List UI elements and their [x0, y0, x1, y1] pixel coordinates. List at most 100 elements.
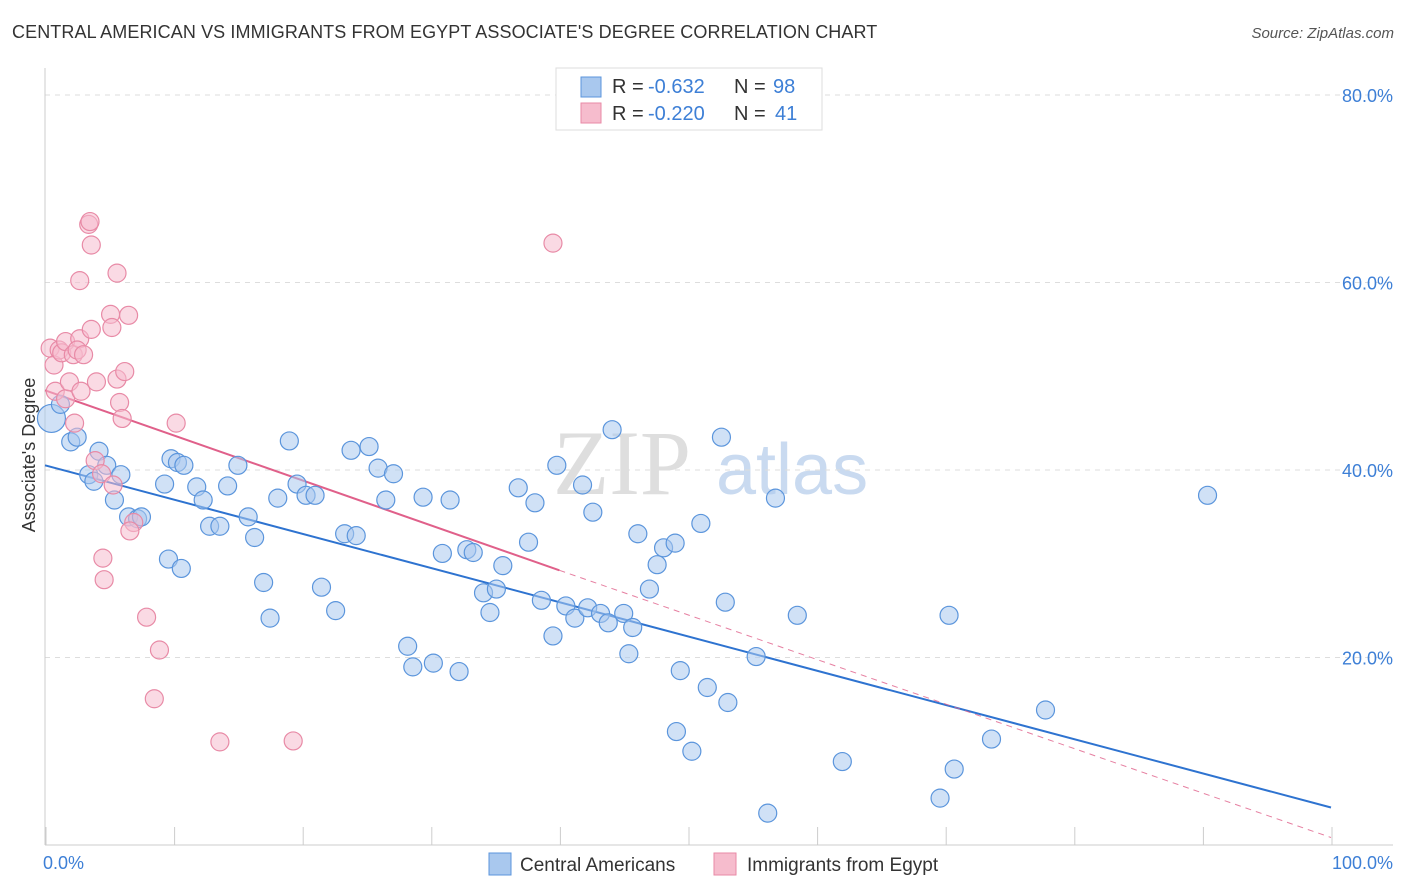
- data-point: [359, 436, 379, 457]
- y-tick-label: 40.0%: [1342, 461, 1393, 481]
- data-point: [158, 549, 179, 569]
- data-point: [449, 661, 469, 682]
- data-point: [486, 579, 506, 599]
- legend-swatch-pink: [580, 102, 602, 124]
- data-point: [711, 427, 732, 447]
- data-point: [268, 488, 288, 508]
- watermark-atlas: atlas: [716, 430, 868, 510]
- correlation-legend: R = -0.632 N = 98 R = -0.220 N = 41: [555, 67, 823, 131]
- axes: [44, 68, 1393, 846]
- data-point: [120, 521, 140, 541]
- legend-n-value-1: 98: [773, 76, 795, 98]
- data-point: [508, 478, 528, 498]
- data-point: [440, 490, 460, 510]
- data-point: [619, 644, 639, 664]
- data-point: [80, 211, 100, 232]
- data-point: [543, 626, 563, 646]
- data-point: [254, 572, 274, 593]
- y-tick-label: 60.0%: [1342, 274, 1393, 294]
- data-point: [647, 555, 667, 575]
- data-point: [1035, 700, 1056, 720]
- data-point: [70, 271, 90, 291]
- bottom-legend-swatch-blue: [488, 852, 512, 876]
- data-point: [614, 603, 634, 624]
- data-point: [86, 372, 107, 392]
- data-point: [260, 608, 280, 628]
- data-point: [383, 464, 404, 484]
- data-point: [981, 729, 1002, 749]
- data-point: [93, 548, 113, 568]
- data-point: [623, 617, 643, 638]
- legend-r-label-2: R =: [612, 103, 644, 125]
- data-point: [765, 488, 786, 508]
- data-point: [639, 579, 660, 599]
- data-point: [682, 741, 702, 761]
- data-point: [279, 431, 299, 451]
- legend-n-value-2: 41: [775, 103, 797, 125]
- data-point: [109, 392, 130, 413]
- data-point: [746, 646, 766, 667]
- data-point: [81, 235, 101, 255]
- legend-swatch-blue: [580, 76, 602, 98]
- data-point: [518, 532, 539, 552]
- x-tick-label-max: 100.0%: [1332, 853, 1393, 873]
- data-point: [930, 788, 950, 808]
- data-point: [665, 533, 685, 553]
- series-legend: Central Americans Immigrants from Egypt: [488, 852, 939, 876]
- bottom-legend-central-americans: Central Americans: [520, 855, 675, 876]
- data-point: [107, 263, 127, 283]
- data-point: [666, 721, 687, 742]
- data-point: [210, 516, 230, 536]
- data-point: [311, 577, 332, 597]
- data-point: [463, 542, 483, 563]
- data-point: [480, 602, 500, 623]
- x-tick-labels: 0.0% 100.0%: [43, 853, 1393, 873]
- trendline-central-americans: [44, 464, 1332, 809]
- chart-title: CENTRAL AMERICAN VS IMMIGRANTS FROM EGYP…: [12, 22, 878, 42]
- data-point: [493, 556, 513, 576]
- legend-r-value-1: -0.632: [648, 76, 705, 98]
- data-point: [136, 607, 157, 627]
- data-point: [346, 526, 366, 546]
- y-tick-label: 80.0%: [1342, 86, 1393, 106]
- data-point: [787, 605, 807, 625]
- data-point: [326, 601, 346, 621]
- trendline-immigrants-from-egypt-extension: [559, 569, 1332, 838]
- data-point: [193, 490, 213, 510]
- data-point: [602, 420, 622, 440]
- data-point: [228, 455, 248, 475]
- y-axis-label: Associate's Degree: [19, 378, 39, 533]
- data-point: [939, 605, 959, 625]
- data-point: [572, 475, 593, 495]
- data-point: [218, 476, 238, 496]
- data-point: [403, 657, 423, 677]
- data-point: [944, 759, 964, 779]
- watermark-zip: ZIP: [553, 412, 691, 514]
- data-point: [628, 524, 648, 544]
- x-tick-label-min: 0.0%: [43, 853, 84, 873]
- gridlines: [45, 94, 1393, 658]
- series-central-americans: [36, 394, 1218, 823]
- data-point: [103, 475, 123, 495]
- data-point: [670, 661, 690, 681]
- data-point: [543, 233, 563, 253]
- data-point: [149, 640, 170, 660]
- data-point: [91, 464, 112, 484]
- data-point: [115, 361, 135, 382]
- legend-r-value-2: -0.220: [648, 103, 705, 125]
- data-point: [1197, 485, 1218, 505]
- data-point: [398, 636, 418, 656]
- y-tick-label: 20.0%: [1342, 649, 1393, 669]
- data-point: [118, 305, 139, 325]
- data-point: [283, 731, 303, 751]
- data-point: [81, 319, 101, 339]
- legend-n-label-2: N =: [734, 103, 766, 125]
- series-immigrants-from-egypt: [40, 211, 563, 752]
- data-point: [210, 732, 230, 752]
- data-point: [171, 558, 191, 579]
- data-point: [531, 590, 551, 610]
- legend-n-label-1: N =: [734, 76, 766, 98]
- data-point: [94, 570, 114, 590]
- data-point: [413, 487, 433, 507]
